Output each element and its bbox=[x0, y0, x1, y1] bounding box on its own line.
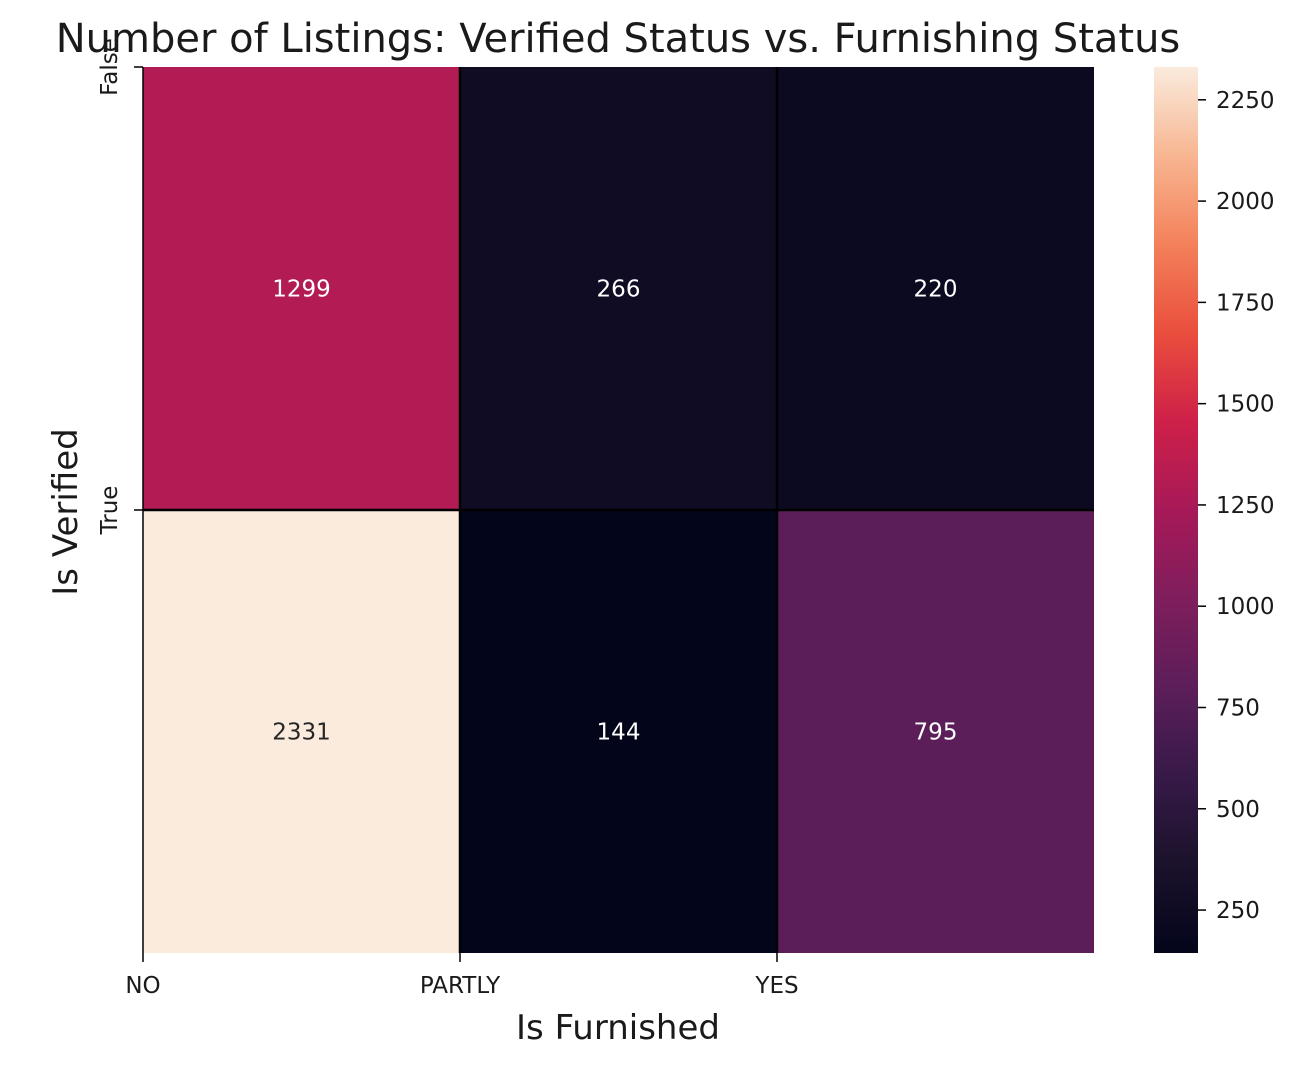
colorbar-tick-label: 500 bbox=[1216, 797, 1260, 823]
colorbar: 250 500 750 1000 1250 1500 1750 2000 2250 bbox=[1154, 67, 1275, 953]
colorbar-tick-label: 1750 bbox=[1216, 290, 1275, 316]
y-axis: False True bbox=[97, 38, 143, 535]
cell-value-label: 144 bbox=[597, 720, 641, 746]
heatmap-cell-false-partly bbox=[460, 67, 777, 510]
colorbar-tick-label: 2000 bbox=[1216, 189, 1275, 215]
cell-value-label: 1299 bbox=[272, 277, 331, 303]
colorbar-tick-label: 1250 bbox=[1216, 493, 1275, 519]
colorbar-gradient bbox=[1154, 67, 1198, 953]
heatmap-cell-true-yes bbox=[777, 510, 1094, 953]
y-axis-label: Is Verified bbox=[46, 428, 86, 595]
heatmap-annotations: 1299 266 220 2331 144 795 bbox=[272, 277, 957, 746]
x-tick-label: YES bbox=[754, 973, 798, 999]
colorbar-tick-label: 1500 bbox=[1216, 392, 1275, 418]
colorbar-tick-label: 250 bbox=[1216, 898, 1260, 924]
x-axis-label: Is Furnished bbox=[516, 1008, 720, 1048]
chart-title: Number of Listings: Verified Status vs. … bbox=[56, 16, 1181, 62]
heatmap-cell-true-no bbox=[143, 510, 460, 953]
heatmap-cell-false-yes bbox=[777, 67, 1094, 510]
y-tick-label: True bbox=[97, 486, 123, 536]
x-tick-label: PARTLY bbox=[420, 973, 501, 999]
heatmap-cell-borders bbox=[143, 67, 1094, 953]
colorbar-tick-label: 750 bbox=[1216, 695, 1260, 721]
cell-value-label: 795 bbox=[914, 720, 958, 746]
heatmap-cell-true-partly bbox=[460, 510, 777, 953]
heatmap-cell-false-no bbox=[143, 67, 460, 510]
x-tick-label: NO bbox=[125, 973, 160, 999]
cell-value-label: 266 bbox=[597, 277, 641, 303]
colorbar-tick-label: 1000 bbox=[1216, 594, 1275, 620]
y-tick-label: False bbox=[97, 38, 123, 96]
heatmap-cells bbox=[143, 67, 1094, 953]
cell-value-label: 2331 bbox=[272, 720, 331, 746]
colorbar-tick-label: 2250 bbox=[1216, 88, 1275, 114]
cell-value-label: 220 bbox=[914, 277, 958, 303]
